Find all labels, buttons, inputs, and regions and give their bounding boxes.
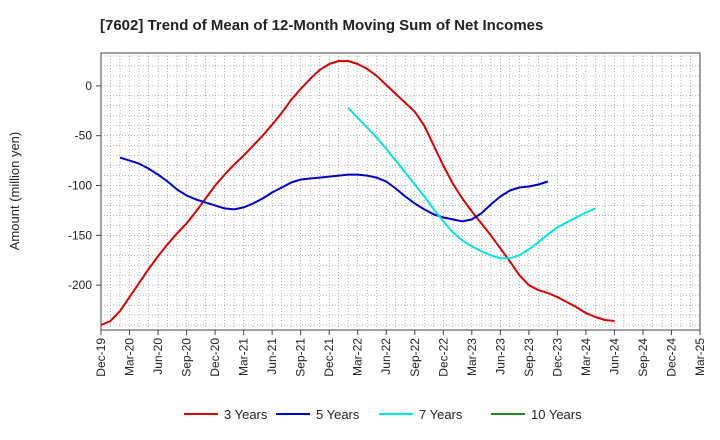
x-tick-label: Mar-24 — [579, 338, 593, 376]
x-tick-label: Dec-20 — [208, 338, 222, 377]
x-tick-label: Jun-21 — [265, 338, 279, 375]
x-tick-label: Dec-19 — [94, 338, 108, 377]
y-axis-label: Amount (million yen) — [7, 132, 22, 251]
x-tick-label: Jun-22 — [379, 338, 393, 375]
y-tick-label: 0 — [85, 79, 92, 93]
x-axis-ticks: Dec-19 Mar-20 Jun-20 Sep-20 Dec-20 Mar-21 Jun-… — [94, 330, 707, 377]
legend-label: 3 Years — [224, 407, 268, 422]
legend: 3 Years 5 Years 7 Years 10 Years — [184, 407, 582, 422]
x-tick-label: Dec-24 — [664, 338, 678, 377]
legend-label: 10 Years — [531, 407, 582, 422]
x-tick-label: Sep-23 — [522, 338, 536, 377]
x-tick-label: Jun-20 — [151, 338, 165, 375]
x-tick-label: Jun-23 — [493, 338, 507, 375]
series-lines — [100, 60, 615, 326]
x-tick-label: Mar-25 — [693, 338, 707, 376]
x-tick-label: Dec-22 — [436, 338, 450, 377]
x-tick-label: Dec-23 — [550, 338, 564, 377]
x-tick-label: Mar-22 — [351, 338, 365, 376]
chart-title: [7602] Trend of Mean of 12-Month Moving … — [100, 17, 543, 34]
x-tick-label: Sep-21 — [294, 338, 308, 377]
x-tick-label: Jun-24 — [607, 338, 621, 375]
x-tick-label: Mar-21 — [237, 338, 251, 376]
y-tick-label: -50 — [75, 129, 93, 143]
y-tick-label: -100 — [68, 179, 92, 193]
x-tick-label: Sep-20 — [180, 338, 194, 377]
x-tick-label: Sep-22 — [408, 338, 422, 377]
legend-label: 7 Years — [419, 407, 463, 422]
series-line-3-years — [100, 60, 615, 326]
x-tick-label: Mar-23 — [465, 338, 479, 376]
legend-label: 5 Years — [316, 407, 360, 422]
y-tick-label: -150 — [68, 228, 92, 242]
series-line-7-years — [347, 107, 596, 260]
y-axis-ticks: 0 -50 -100 -150 -200 — [68, 79, 101, 292]
x-tick-label: Mar-20 — [123, 338, 137, 376]
grid — [101, 53, 700, 330]
x-tick-label: Dec-21 — [322, 338, 336, 377]
x-tick-label: Sep-24 — [636, 338, 650, 377]
y-tick-label: -200 — [68, 278, 92, 292]
series-line-5-years — [119, 156, 549, 223]
